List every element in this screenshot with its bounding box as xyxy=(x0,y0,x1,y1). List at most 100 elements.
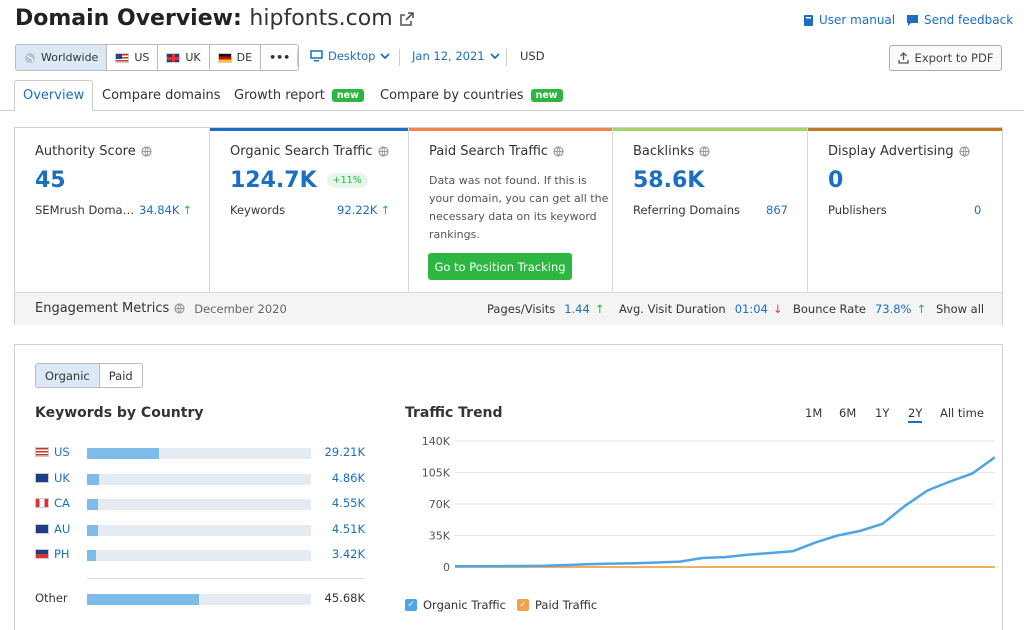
organic-traffic-value[interactable]: 124.7K +11% xyxy=(230,168,368,193)
user-manual-link[interactable]: User manual xyxy=(803,13,895,27)
keyword-share-bar xyxy=(87,550,311,561)
external-link-icon[interactable] xyxy=(400,12,415,26)
trend-up-icon: ↑ xyxy=(916,302,927,316)
info-globe-icon[interactable] xyxy=(377,146,389,157)
keyword-share-bar xyxy=(87,594,311,605)
chat-bubble-icon xyxy=(906,14,919,27)
authority-score-value[interactable]: 45 xyxy=(35,168,66,193)
uk-flag-icon xyxy=(35,472,49,483)
country-link[interactable]: AU xyxy=(35,522,70,536)
send-feedback-link[interactable]: Send feedback xyxy=(906,13,1013,27)
y-tick-label: 105K xyxy=(422,467,451,480)
info-globe-icon[interactable] xyxy=(553,146,564,157)
toggle-organic[interactable]: Organic xyxy=(36,364,100,387)
organic-accent-bar xyxy=(210,128,408,131)
us-flag-icon xyxy=(35,447,49,457)
legend-organic[interactable]: ✓ Organic Traffic xyxy=(405,598,506,612)
keyword-share-fill xyxy=(87,550,96,561)
trend-up-icon: ↑ xyxy=(594,302,605,316)
referring-domains-label: Referring Domains xyxy=(633,203,740,217)
range-all-time[interactable]: All time xyxy=(940,406,984,420)
range-1y[interactable]: 1Y xyxy=(875,406,890,420)
divider xyxy=(506,49,507,66)
display-accent-bar xyxy=(808,128,1002,131)
tab-compare-domains[interactable]: Compare domains xyxy=(102,88,221,103)
organic-traffic-widget: Organic Search Traffic 124.7K +11% Keywo… xyxy=(210,128,409,292)
semrush-domain-value[interactable]: 34.84K ↑ xyxy=(139,203,193,217)
trend-up-icon: ↑ xyxy=(380,203,391,217)
range-2y[interactable]: 2Y xyxy=(908,406,923,423)
info-globe-icon[interactable] xyxy=(958,146,970,157)
region-worldwide[interactable]: Worldwide xyxy=(16,45,108,70)
book-icon xyxy=(803,14,814,27)
checkbox-checked-icon: ✓ xyxy=(405,599,417,611)
range-6m[interactable]: 6M xyxy=(839,406,857,420)
range-1m[interactable]: 1M xyxy=(805,406,823,420)
ph-flag-icon xyxy=(35,549,49,559)
date-dropdown[interactable]: Jan 12, 2021 xyxy=(412,49,500,63)
keyword-share-fill xyxy=(87,524,99,536)
upload-icon xyxy=(897,52,909,64)
publishers-label: Publishers xyxy=(828,203,887,217)
change-badge: +11% xyxy=(326,173,368,188)
info-globe-icon[interactable] xyxy=(699,146,710,157)
monitor-icon xyxy=(310,50,323,62)
trend-down-icon: ↓ xyxy=(772,302,783,316)
domain-name: hipfonts.com xyxy=(249,6,393,31)
info-globe-icon[interactable] xyxy=(174,303,185,314)
legend-paid[interactable]: ✓ Paid Traffic xyxy=(517,598,597,612)
traffic-trend-chart: 140K 105K 70K 35K 0 xyxy=(422,435,995,574)
ca-flag-icon xyxy=(35,498,49,508)
backlinks-value[interactable]: 58.6K xyxy=(633,168,705,193)
checkbox-checked-icon: ✓ xyxy=(517,599,529,611)
region-selector: Worldwide US UK DE ••• xyxy=(15,44,300,71)
engagement-title: Engagement Metrics xyxy=(35,301,170,316)
device-dropdown[interactable]: Desktop xyxy=(310,49,391,63)
toggle-paid[interactable]: Paid xyxy=(108,368,133,383)
series-line-organic-traffic[interactable] xyxy=(454,456,995,568)
tab-compare-by-countries[interactable]: Compare by countries new xyxy=(380,80,563,111)
chevron-down-icon xyxy=(380,52,391,60)
region-de[interactable]: DE xyxy=(210,45,262,70)
country-link[interactable]: US xyxy=(35,445,70,459)
keyword-share-bar xyxy=(87,524,311,536)
show-all-link[interactable]: Show all xyxy=(936,302,985,316)
pages-per-visit: Pages/Visits 1.44 ↑ xyxy=(487,302,605,316)
country-link[interactable]: UK xyxy=(35,471,70,485)
region-uk[interactable]: UK xyxy=(158,45,210,70)
backlinks-accent-bar xyxy=(613,128,807,131)
keyword-share-bar xyxy=(87,499,311,510)
more-regions-button[interactable]: ••• xyxy=(261,45,298,70)
traffic-trend-title: Traffic Trend xyxy=(405,405,503,421)
engagement-metrics-bar: Engagement Metrics December 2020 Pages/V… xyxy=(15,292,1002,325)
tab-overview[interactable]: Overview xyxy=(14,80,94,111)
country-link[interactable]: CA xyxy=(35,496,70,510)
display-advertising-value[interactable]: 0 xyxy=(828,168,844,193)
publishers-value[interactable]: 0 xyxy=(974,203,982,217)
keywords-value[interactable]: 92.22K ↑ xyxy=(337,203,391,217)
keywords-traffic-card: Organic Paid Keywords by Country US 29.21… xyxy=(14,344,1003,630)
uk-flag-icon xyxy=(166,52,181,63)
info-globe-icon[interactable] xyxy=(141,146,152,157)
y-tick-label: 35K xyxy=(429,530,451,543)
referring-domains-value[interactable]: 867 xyxy=(766,203,788,217)
export-pdf-button[interactable]: Export to PDF xyxy=(889,45,1002,71)
country-row-au: AU 4.51K xyxy=(35,522,365,538)
go-to-position-tracking-button[interactable]: Go to Position Tracking xyxy=(428,253,572,280)
organic-paid-toggle: Organic Paid xyxy=(35,363,143,388)
divider xyxy=(399,49,400,66)
globe-icon xyxy=(24,52,36,64)
trend-up-icon: ↑ xyxy=(182,203,193,217)
keywords-label: Keywords xyxy=(230,203,286,217)
country-link[interactable]: PH xyxy=(35,547,70,561)
display-advertising-widget: Display Advertising 0 Publishers 0 xyxy=(808,128,1002,292)
new-badge: new xyxy=(331,89,364,102)
backlinks-widget: Backlinks 58.6K Referring Domains 867 xyxy=(613,128,808,292)
region-us[interactable]: US xyxy=(107,45,159,70)
keyword-share-fill xyxy=(87,594,199,605)
title-prefix: Domain Overview: xyxy=(15,6,242,31)
tab-growth-report[interactable]: Growth report new xyxy=(234,80,364,111)
avg-visit-duration: Avg. Visit Duration 01:04 ↓ xyxy=(619,302,783,316)
y-tick-label: 140K xyxy=(422,435,451,448)
keyword-share-fill xyxy=(87,499,99,510)
